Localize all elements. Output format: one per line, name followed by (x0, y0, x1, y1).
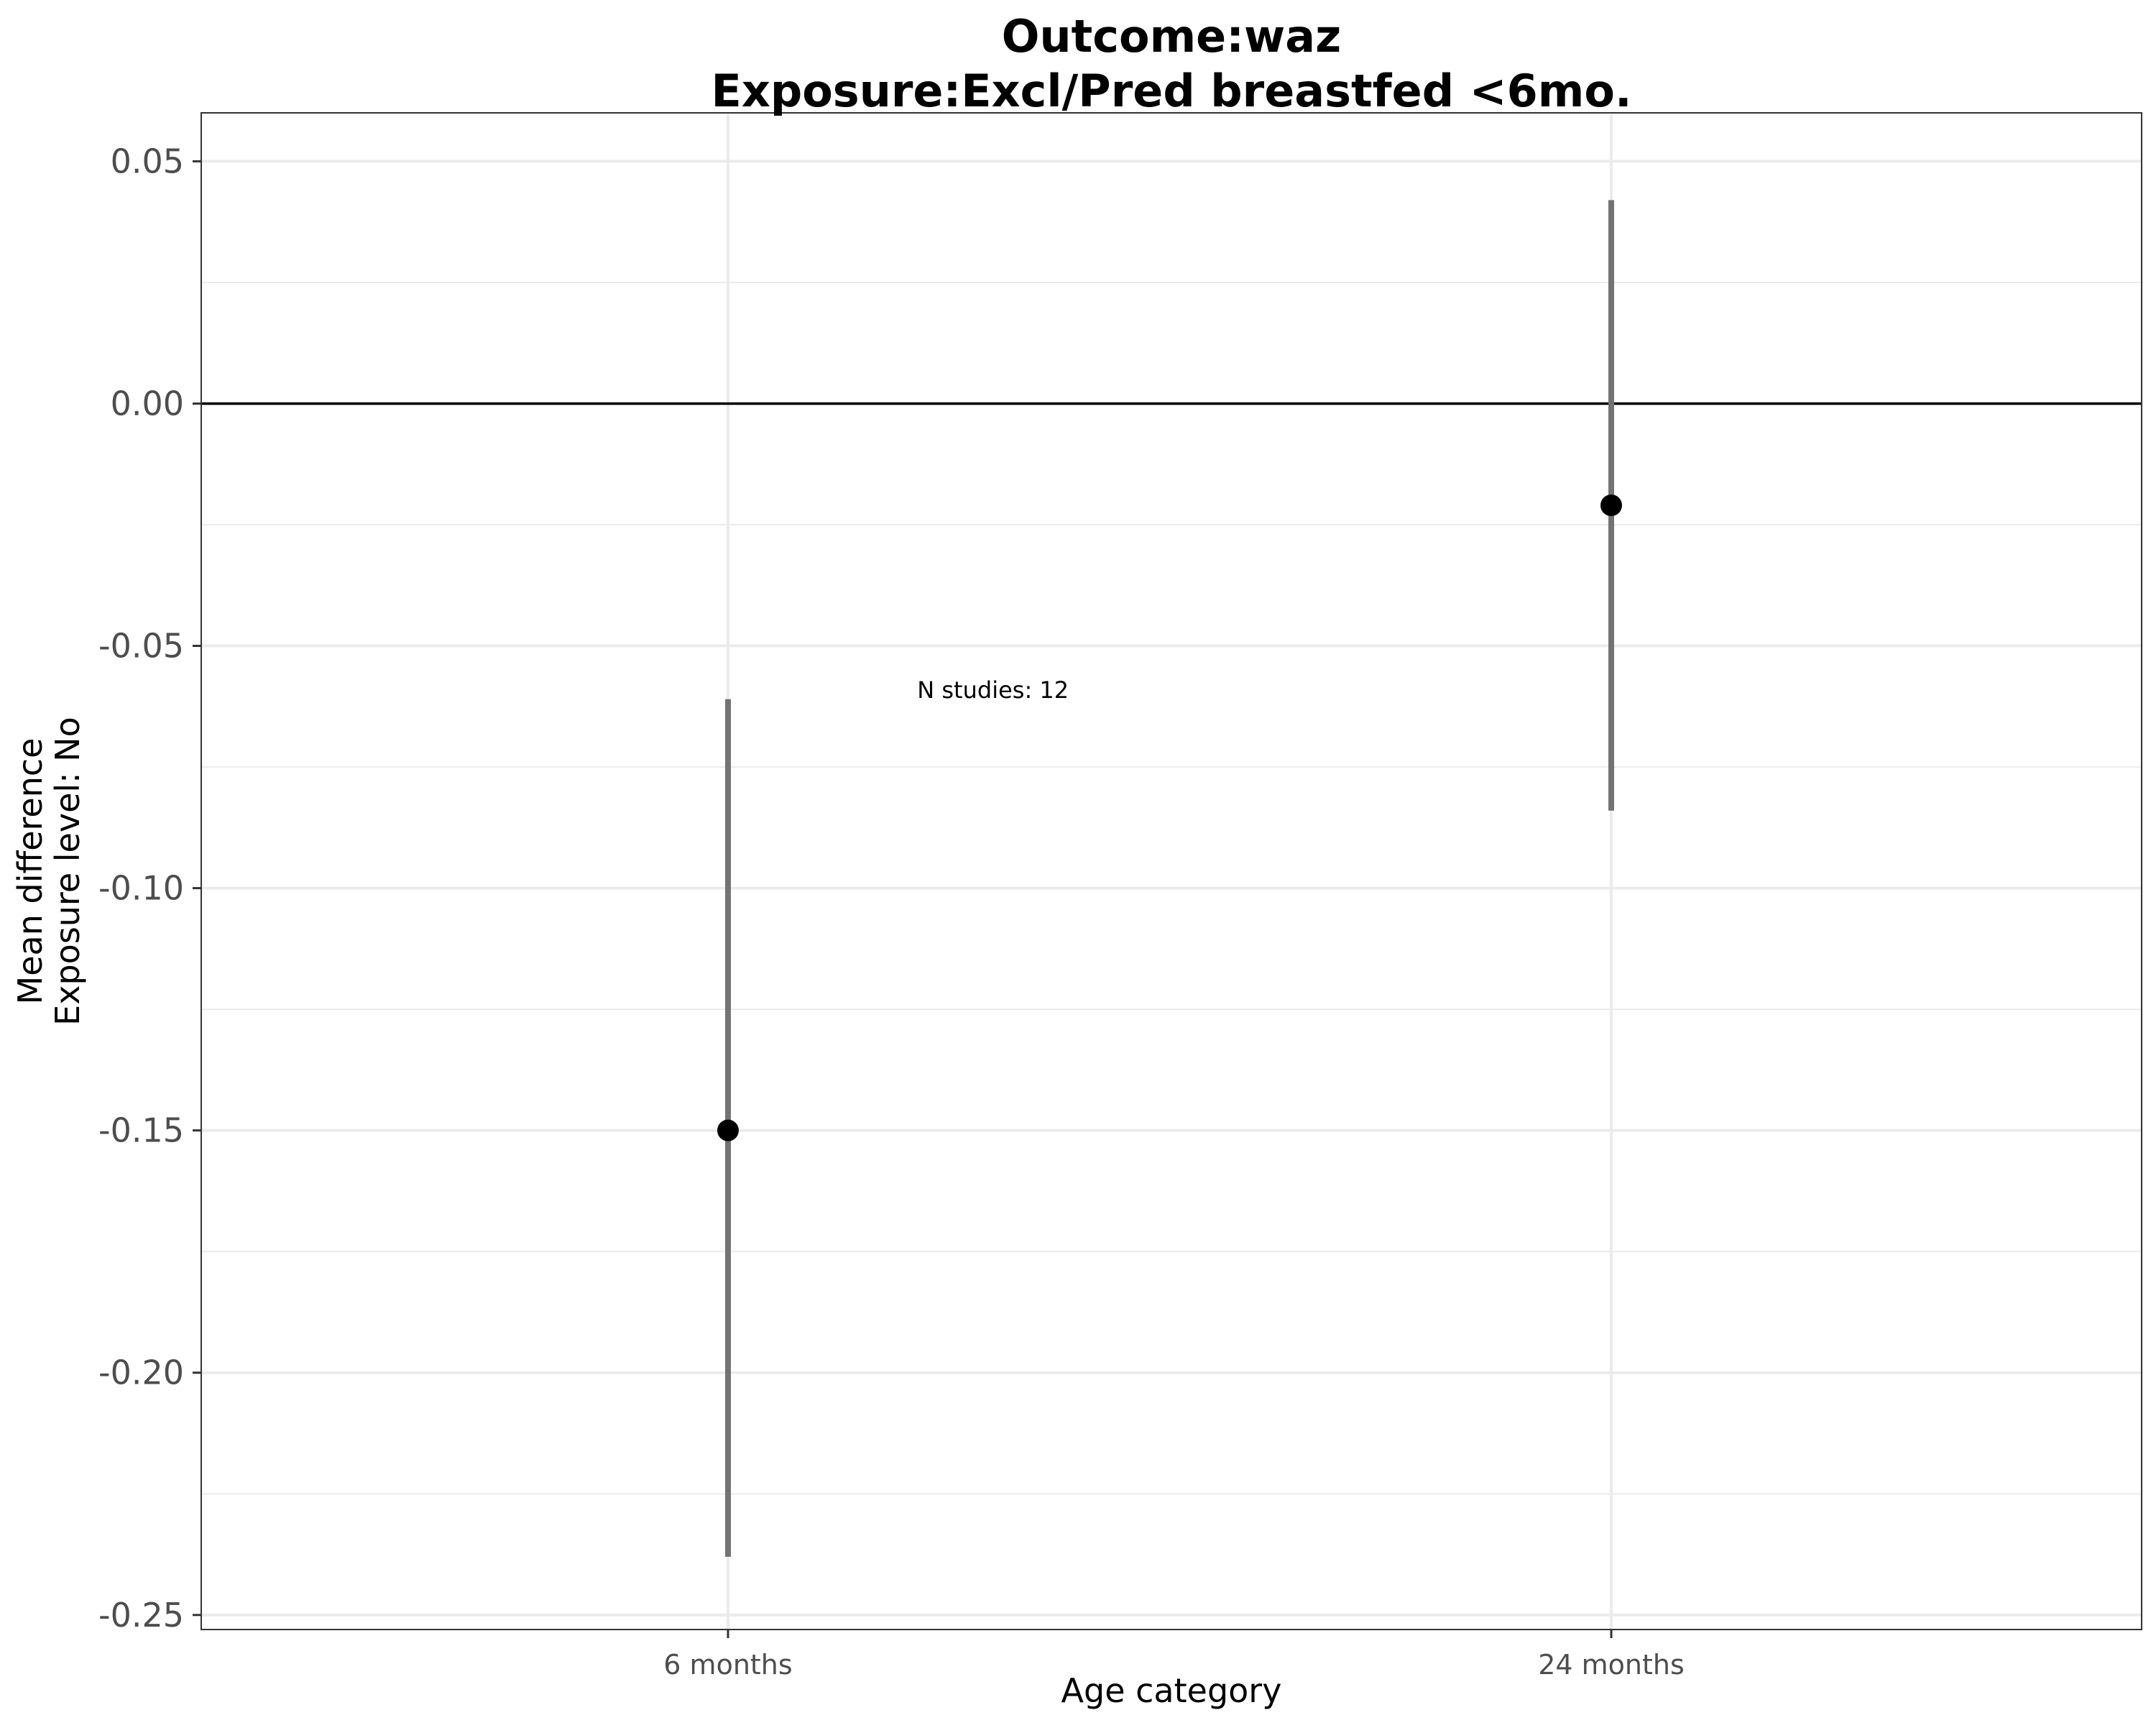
y-tick-label: 0.05 (111, 142, 184, 180)
y-tick-label: 0.00 (111, 384, 184, 423)
y-axis-label-line2: Exposure level: No (48, 717, 87, 1026)
annotation-n-studies: N studies: 12 (917, 676, 1069, 704)
y-tick-label: -0.05 (98, 627, 184, 666)
x-tick-label: 24 months (1538, 1649, 1685, 1681)
estimate-point (717, 1119, 739, 1141)
y-tick-label: -0.10 (98, 869, 184, 908)
estimate-point (1600, 495, 1622, 517)
y-tick-label: -0.15 (98, 1111, 184, 1150)
axis-layer: -0.25 -0.20 -0.15 -0.10 -0.05 0.00 0.05 6 month… (98, 142, 1685, 1681)
marks-layer: N studies: 12 (717, 200, 1622, 1557)
chart-title: Outcome:waz (1002, 10, 1341, 63)
panel-border (201, 112, 2142, 1630)
y-tick-label: -0.20 (98, 1354, 184, 1392)
x-axis-label: Age category (1061, 1671, 1282, 1710)
y-axis-label-line1: Mean difference (11, 738, 50, 1005)
x-tick-label: 6 months (663, 1649, 792, 1681)
y-tick-label: -0.25 (98, 1596, 184, 1635)
chart-subtitle: Exposure:Excl/Pred breastfed <6mo. (711, 65, 1631, 117)
